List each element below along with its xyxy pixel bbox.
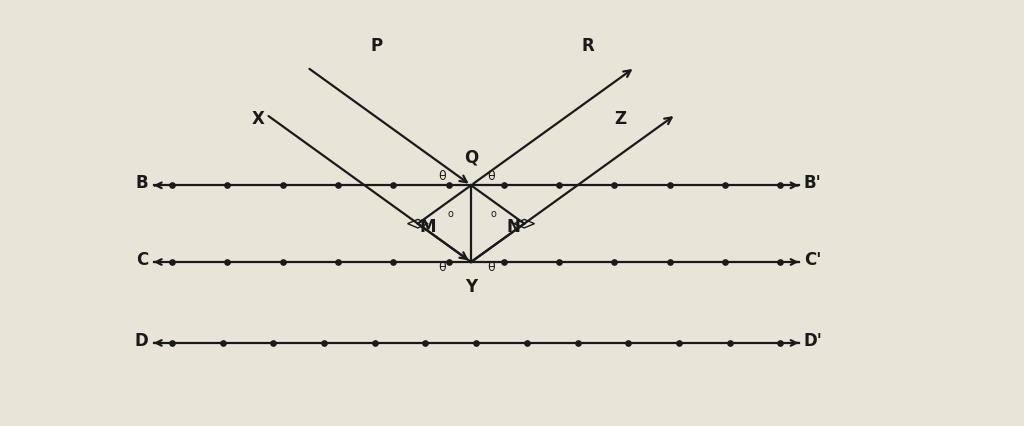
Text: Y: Y bbox=[465, 278, 477, 296]
Text: Q: Q bbox=[464, 149, 478, 167]
Text: R: R bbox=[582, 37, 594, 55]
Text: θ: θ bbox=[438, 261, 446, 274]
Text: Z: Z bbox=[614, 110, 627, 128]
Text: C': C' bbox=[804, 251, 821, 269]
Text: θ: θ bbox=[487, 261, 496, 274]
Text: o: o bbox=[447, 209, 454, 219]
Text: B': B' bbox=[804, 174, 821, 192]
Text: N: N bbox=[507, 218, 521, 236]
Text: D: D bbox=[135, 332, 148, 350]
Text: D': D' bbox=[804, 332, 822, 350]
Text: C: C bbox=[136, 251, 148, 269]
Text: o: o bbox=[490, 209, 497, 219]
Text: P: P bbox=[371, 37, 383, 55]
Text: M: M bbox=[420, 218, 436, 236]
Text: B: B bbox=[136, 174, 148, 192]
Text: θ: θ bbox=[438, 170, 446, 183]
Text: X: X bbox=[251, 110, 264, 128]
Text: θ: θ bbox=[487, 170, 496, 183]
